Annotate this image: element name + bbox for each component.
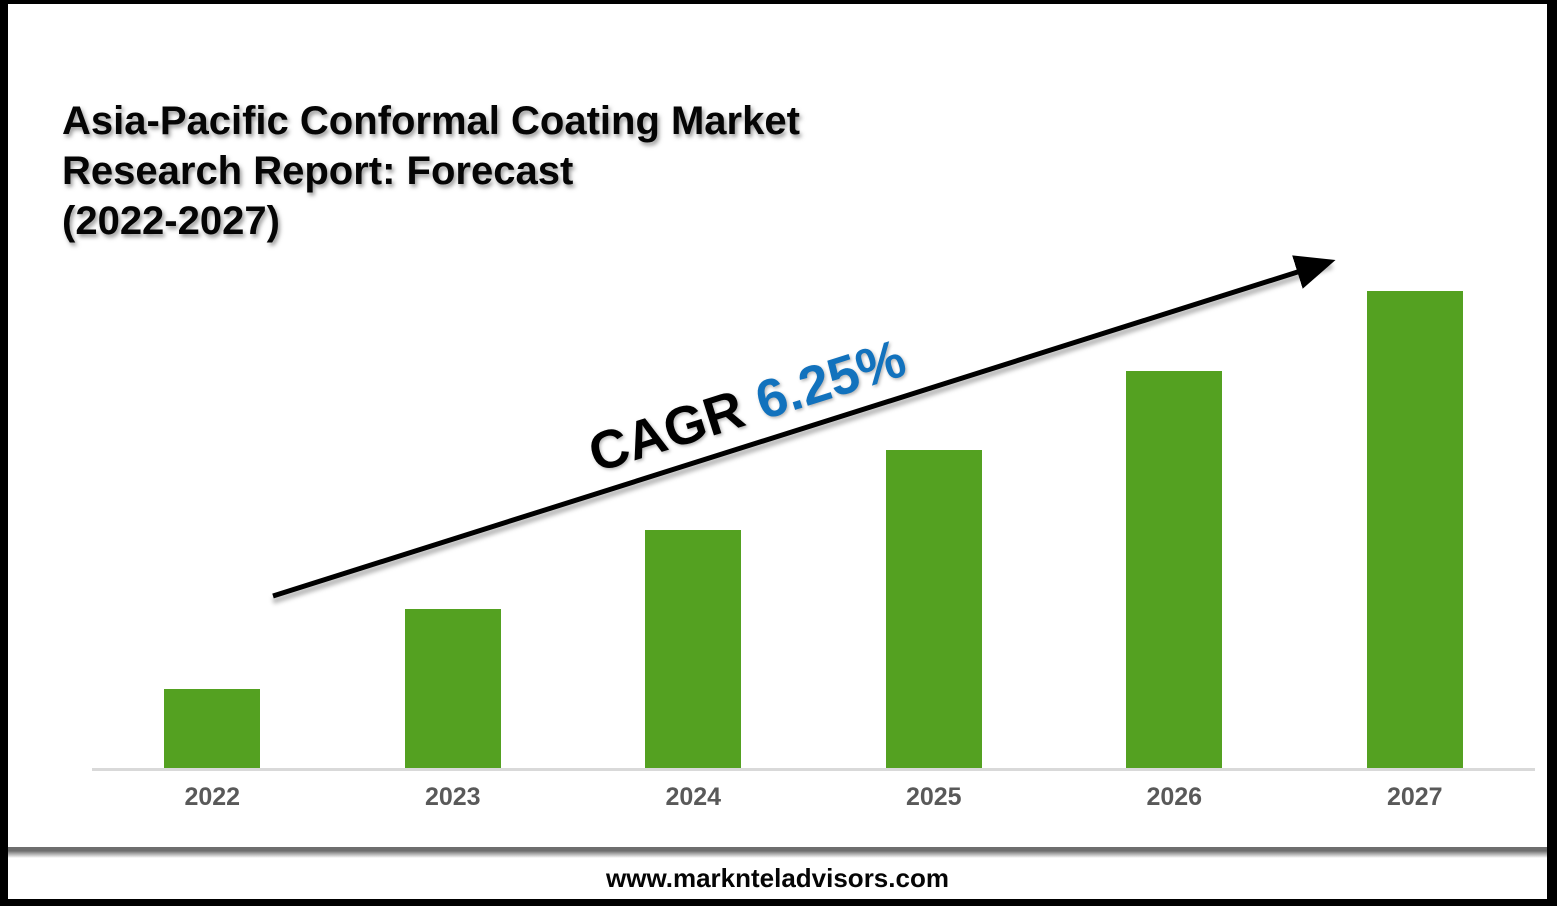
x-tick-label-2027: 2027 <box>1386 783 1443 811</box>
bar-slot <box>573 291 814 768</box>
bar-2026 <box>1126 371 1223 768</box>
chart-title-line-3: (2022-2027) <box>62 199 280 243</box>
x-tick-label-2026: 2026 <box>1146 783 1203 811</box>
chart-title-line-2: Research Report: Forecast <box>62 149 574 193</box>
chart-title-line-1: Asia-Pacific Conformal Coating Market <box>62 99 800 143</box>
chart-area: Asia-Pacific Conformal Coating Market Re… <box>8 4 1547 847</box>
x-axis-labels: 2022 2023 2024 2025 2026 2027 <box>92 783 1535 812</box>
x-tick-label-2023: 2023 <box>424 783 481 811</box>
bar-2025 <box>885 449 982 768</box>
x-tick-label-2025: 2025 <box>905 783 962 811</box>
bar-slot <box>1295 291 1536 768</box>
x-tick-label-2024: 2024 <box>665 783 722 811</box>
bar-slot <box>1054 291 1295 768</box>
chart-title: Asia-Pacific Conformal Coating Market Re… <box>62 96 800 246</box>
bar-2023 <box>404 609 501 768</box>
footer-bar: www.marknteladvisors.com <box>8 858 1547 899</box>
footer-website: www.marknteladvisors.com <box>606 863 949 893</box>
x-tick-label-2022: 2022 <box>184 783 241 811</box>
bar-2027 <box>1366 291 1463 768</box>
footer-divider <box>8 847 1547 858</box>
bar-2022 <box>164 688 261 768</box>
bar-slot <box>92 291 333 768</box>
bar-2024 <box>645 529 742 768</box>
bar-slot <box>333 291 574 768</box>
